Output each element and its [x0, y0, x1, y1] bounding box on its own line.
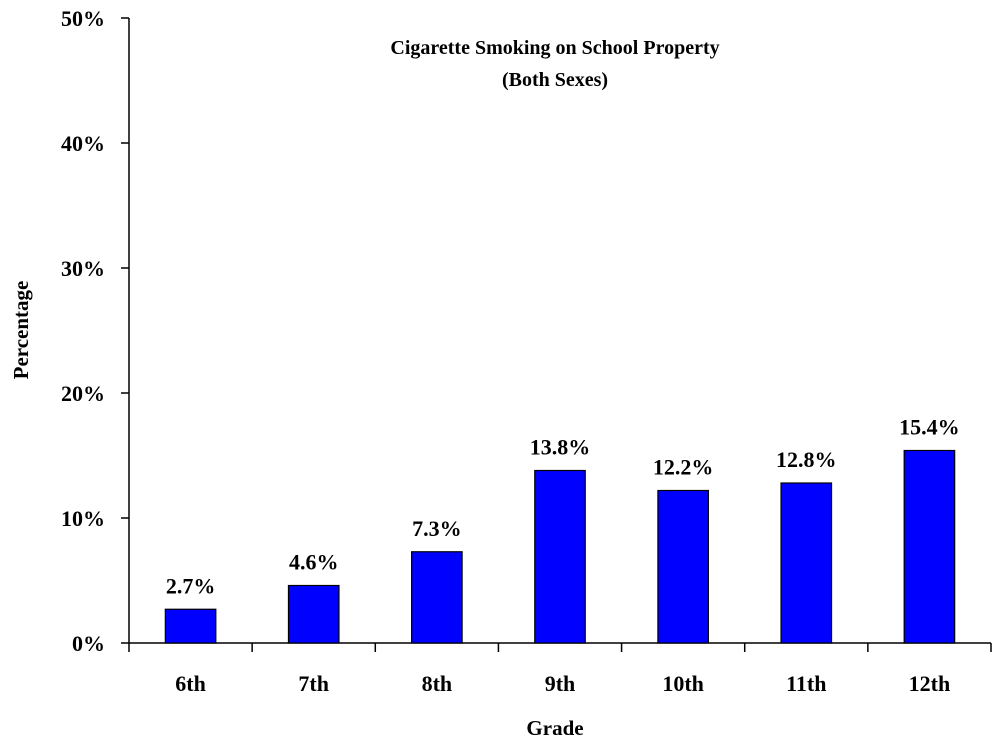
bar [657, 489, 709, 644]
x-tick-label: 6th [175, 671, 206, 696]
data-label: 12.8% [776, 447, 837, 472]
bar [534, 469, 586, 644]
data-label: 4.6% [289, 550, 339, 575]
bar [411, 551, 463, 644]
x-tick-label: 12th [909, 671, 951, 696]
data-label: 12.2% [653, 455, 714, 480]
y-tick-label: 10% [61, 506, 105, 531]
x-axis-title: Grade [526, 716, 583, 740]
y-tick-label: 50% [61, 6, 105, 31]
x-tick-label: 8th [422, 671, 453, 696]
x-tick-label: 11th [786, 671, 826, 696]
bar [287, 584, 340, 644]
x-tick-label: 7th [298, 671, 329, 696]
x-tick-label: 9th [545, 671, 576, 696]
bar [164, 608, 217, 644]
x-tick-label: 10th [662, 671, 704, 696]
data-labels-group: 2.7% 4.6% 7.3% 13.8% 12.2% 12.8% 15.4% [166, 415, 960, 599]
chart-title-group: Cigarette Smoking on School Property (Bo… [390, 37, 719, 91]
data-label: 13.8% [530, 435, 591, 460]
y-axis: 0% 10% 20% 30% 40% 50% [61, 6, 130, 656]
data-label: 7.3% [412, 516, 462, 541]
y-tick-label: 0% [72, 631, 105, 656]
chart-title: Cigarette Smoking on School Property [390, 37, 719, 59]
data-label: 2.7% [166, 573, 216, 598]
y-tick-label: 20% [61, 381, 105, 406]
x-axis: 6th 7th 8th 9th 10th 11th 12th [128, 642, 992, 696]
bars-group [164, 449, 956, 644]
chart-subtitle: (Both Sexes) [502, 69, 608, 91]
y-tick-label: 40% [61, 131, 105, 156]
bar [780, 482, 833, 644]
y-tick-label: 30% [61, 256, 105, 281]
bar [903, 449, 956, 644]
data-label: 15.4% [899, 415, 960, 440]
y-axis-title: Percentage [9, 281, 33, 380]
